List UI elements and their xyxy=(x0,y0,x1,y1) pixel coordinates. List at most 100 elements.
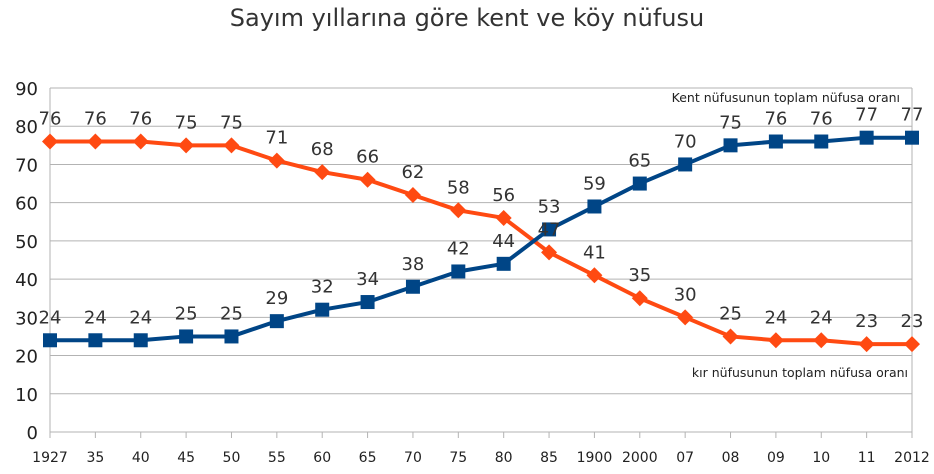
urban-data-label: 76 xyxy=(764,109,787,130)
rural-data-point xyxy=(495,209,512,226)
x-tick-label: 10 xyxy=(812,450,830,466)
y-tick-label: 50 xyxy=(15,232,38,253)
urban-data-label: 59 xyxy=(583,173,606,194)
urban-data-point xyxy=(632,176,647,191)
x-tick-label: 09 xyxy=(767,450,785,466)
rural-data-label: 76 xyxy=(39,109,62,130)
urban-data-point xyxy=(814,134,829,149)
urban-data-point xyxy=(360,295,375,310)
urban-series-line xyxy=(50,135,912,343)
urban-data-point xyxy=(768,134,783,149)
urban-series-annotation: Kent nüfusunun toplam nüfusa oranı xyxy=(672,90,900,105)
urban-data-point xyxy=(43,333,57,348)
x-tick-label: 11 xyxy=(858,450,876,466)
data-labels: 76 76 76 75 75 71 68 66 62 58 56 47 41 35 30 25 24 24 23 23… xyxy=(39,105,924,332)
rural-data-label: 66 xyxy=(356,147,379,168)
urban-data-point xyxy=(859,130,874,145)
y-tick-label: 70 xyxy=(15,155,38,176)
rural-data-label: 75 xyxy=(175,112,198,133)
y-tick-label: 60 xyxy=(15,194,38,215)
urban-data-point xyxy=(905,130,919,145)
urban-data-point xyxy=(179,329,194,344)
urban-data-label: 70 xyxy=(674,131,697,152)
urban-data-label: 53 xyxy=(538,196,561,217)
urban-data-point xyxy=(88,333,103,348)
chart-title: Sayım yıllarına göre kent ve köy nüfusu xyxy=(229,4,705,32)
annotations: Kent nüfusunun toplam nüfusa oranı kır n… xyxy=(672,90,908,380)
urban-data-label: 65 xyxy=(628,151,651,172)
urban-data-label: 24 xyxy=(84,307,107,328)
rural-data-point xyxy=(223,137,240,154)
rural-data-point xyxy=(268,152,285,169)
x-tick-label: 2000 xyxy=(622,450,658,466)
rural-data-point xyxy=(450,202,467,219)
rural-data-label: 23 xyxy=(855,311,878,332)
urban-data-label: 24 xyxy=(129,307,152,328)
urban-data-label: 42 xyxy=(447,238,470,259)
y-tick-label: 30 xyxy=(15,308,38,329)
urban-data-point xyxy=(542,222,557,237)
urban-data-point xyxy=(133,333,148,348)
rural-data-label: 56 xyxy=(492,185,515,206)
rural-data-label: 35 xyxy=(628,265,651,286)
rural-data-point xyxy=(904,336,920,353)
x-tick-label: 60 xyxy=(313,450,331,466)
urban-data-point xyxy=(587,199,602,214)
rural-data-point xyxy=(132,133,149,150)
urban-data-label: 77 xyxy=(901,105,924,126)
rural-data-point xyxy=(586,267,603,284)
rural-data-point xyxy=(404,187,421,204)
rural-data-label: 25 xyxy=(719,303,742,324)
x-tick-label: 75 xyxy=(449,450,467,466)
rural-data-point xyxy=(722,328,739,345)
rural-data-point xyxy=(314,164,331,181)
x-tick-label: 40 xyxy=(132,450,150,466)
y-tick-label: 0 xyxy=(27,423,38,444)
urban-data-label: 34 xyxy=(356,269,379,290)
rural-data-label: 24 xyxy=(810,307,833,328)
urban-data-label: 25 xyxy=(175,303,198,324)
rural-data-label: 68 xyxy=(311,139,334,160)
rural-data-point xyxy=(359,171,376,188)
urban-data-label: 76 xyxy=(810,109,833,130)
x-tick-label: 35 xyxy=(86,450,104,466)
rural-data-label: 58 xyxy=(447,177,470,198)
urban-data-label: 75 xyxy=(719,112,742,133)
rural-data-label: 23 xyxy=(901,311,924,332)
rural-data-label: 30 xyxy=(674,284,697,305)
urban-data-label: 77 xyxy=(855,105,878,126)
urban-data-label: 32 xyxy=(311,277,334,298)
urban-data-point xyxy=(405,279,420,294)
urban-data-label: 29 xyxy=(265,288,288,309)
y-tick-label: 20 xyxy=(15,347,38,368)
x-tick-label: 85 xyxy=(540,450,558,466)
x-tick-label: 65 xyxy=(359,450,377,466)
urban-data-point xyxy=(224,329,239,344)
rural-data-label: 75 xyxy=(220,112,243,133)
x-tick-label: 2012 xyxy=(894,450,930,466)
urban-data-label: 25 xyxy=(220,303,243,324)
rural-series-annotation: kır nüfusunun toplam nüfusa oranı xyxy=(692,365,908,380)
x-tick-label: 55 xyxy=(268,450,286,466)
x-tick-label: 45 xyxy=(177,450,195,466)
rural-data-point xyxy=(42,133,58,150)
y-tick-label: 40 xyxy=(15,270,38,291)
rural-data-label: 71 xyxy=(265,128,288,149)
rural-data-point xyxy=(767,332,784,349)
urban-data-label: 24 xyxy=(39,307,62,328)
urban-data-point xyxy=(678,157,693,172)
urban-data-point xyxy=(451,264,466,279)
y-tick-label: 90 xyxy=(15,79,38,100)
rural-data-label: 76 xyxy=(129,109,152,130)
x-tick-label: 50 xyxy=(223,450,241,466)
x-tick-label: 1927 xyxy=(32,450,68,466)
x-tick-label: 70 xyxy=(404,450,422,466)
rural-data-label: 76 xyxy=(84,109,107,130)
series xyxy=(42,130,920,353)
rural-data-point xyxy=(178,137,195,154)
rural-data-point xyxy=(677,309,694,326)
x-tick-label: 08 xyxy=(722,450,740,466)
urban-data-point xyxy=(269,314,284,329)
